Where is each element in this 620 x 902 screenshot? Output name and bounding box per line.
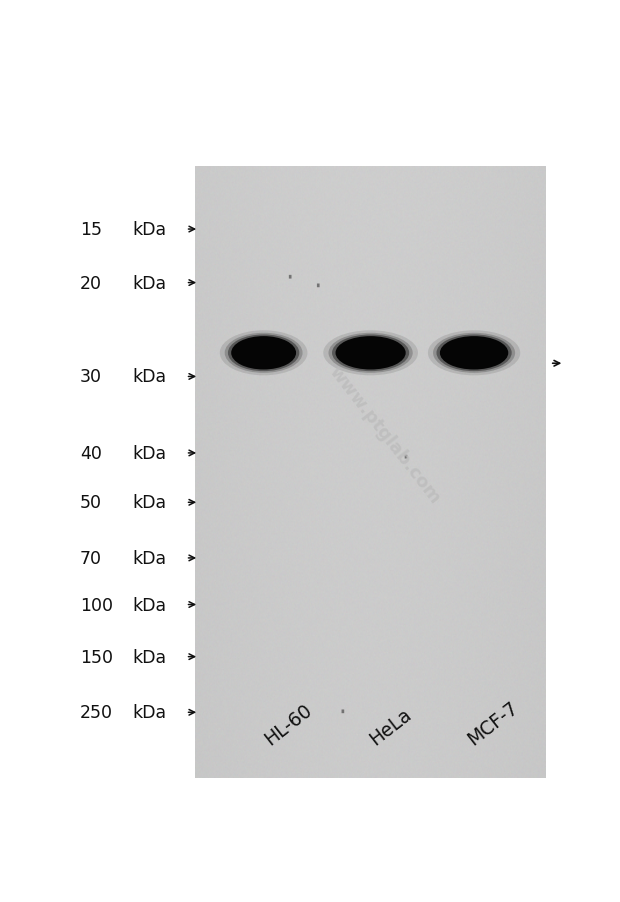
- Text: HeLa: HeLa: [366, 704, 415, 749]
- Ellipse shape: [433, 334, 515, 373]
- Ellipse shape: [428, 331, 520, 376]
- Text: kDa: kDa: [133, 493, 167, 511]
- Text: 150: 150: [80, 648, 113, 666]
- Text: 30: 30: [80, 368, 102, 386]
- Text: MCF-7: MCF-7: [464, 697, 522, 749]
- Text: kDa: kDa: [133, 596, 167, 614]
- Text: www.ptglab.com: www.ptglab.com: [326, 363, 445, 507]
- Ellipse shape: [335, 336, 405, 370]
- Text: 100: 100: [80, 596, 113, 614]
- Text: 70: 70: [80, 549, 102, 567]
- Ellipse shape: [231, 336, 296, 370]
- Text: kDa: kDa: [133, 221, 167, 239]
- Ellipse shape: [332, 335, 409, 372]
- Text: kDa: kDa: [133, 648, 167, 666]
- Text: 40: 40: [80, 445, 102, 463]
- Text: 20: 20: [80, 274, 102, 292]
- Ellipse shape: [224, 334, 303, 373]
- Text: kDa: kDa: [133, 368, 167, 386]
- Ellipse shape: [228, 335, 299, 372]
- Text: 250: 250: [80, 704, 113, 722]
- Text: 50: 50: [80, 493, 102, 511]
- Text: kDa: kDa: [133, 549, 167, 567]
- Ellipse shape: [440, 336, 508, 370]
- Ellipse shape: [220, 331, 308, 376]
- Ellipse shape: [436, 335, 511, 372]
- Text: 15: 15: [80, 221, 102, 239]
- Text: kDa: kDa: [133, 704, 167, 722]
- Text: kDa: kDa: [133, 445, 167, 463]
- Ellipse shape: [329, 334, 413, 373]
- Text: HL-60: HL-60: [260, 700, 316, 749]
- Text: kDa: kDa: [133, 274, 167, 292]
- Ellipse shape: [323, 331, 418, 376]
